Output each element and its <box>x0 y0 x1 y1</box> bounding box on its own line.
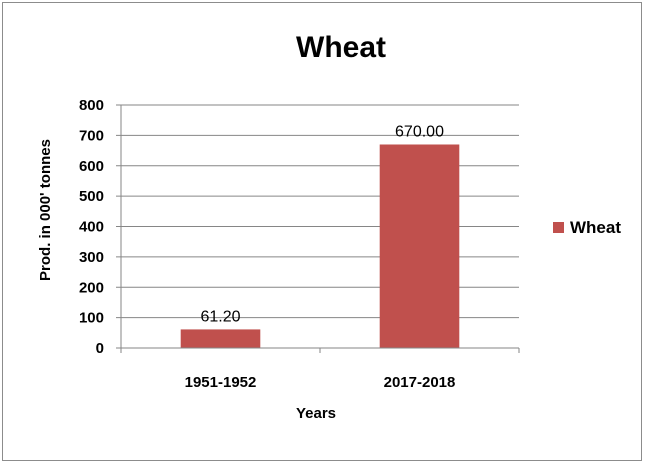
x-tick-label: 1951-1952 <box>185 374 257 391</box>
y-tick-label: 300 <box>79 249 104 266</box>
x-tick-label: 2017-2018 <box>384 374 456 391</box>
chart-title: Wheat <box>296 31 386 64</box>
y-tick-label: 100 <box>79 310 104 327</box>
y-tick-label: 500 <box>79 188 104 205</box>
axes <box>116 104 520 353</box>
y-tick-label: 600 <box>79 158 104 175</box>
data-labels: 61.20 670.00 <box>200 123 444 325</box>
x-tick-labels: 1951-1952 2017-2018 <box>185 374 456 391</box>
y-tick-label: 400 <box>79 219 104 236</box>
data-label: 670.00 <box>395 123 444 140</box>
y-tick-label: 200 <box>79 279 104 296</box>
y-axis-label: Prod. in 000' tonnes <box>37 139 54 281</box>
data-label: 61.20 <box>200 308 240 325</box>
bar-2017-2018 <box>379 144 460 348</box>
bars <box>180 144 460 348</box>
x-axis-label: Years <box>296 405 336 422</box>
y-tick-label: 0 <box>96 340 104 357</box>
chart-frame <box>2 2 642 461</box>
y-tick-labels: 0 100 200 300 400 500 600 700 800 <box>79 97 104 357</box>
legend-swatch <box>553 222 564 233</box>
legend-label: Wheat <box>570 218 621 237</box>
bar-1951-1952 <box>180 329 261 348</box>
y-tick-label: 800 <box>79 97 104 114</box>
legend: Wheat <box>553 218 621 237</box>
y-tick-label: 700 <box>79 127 104 144</box>
